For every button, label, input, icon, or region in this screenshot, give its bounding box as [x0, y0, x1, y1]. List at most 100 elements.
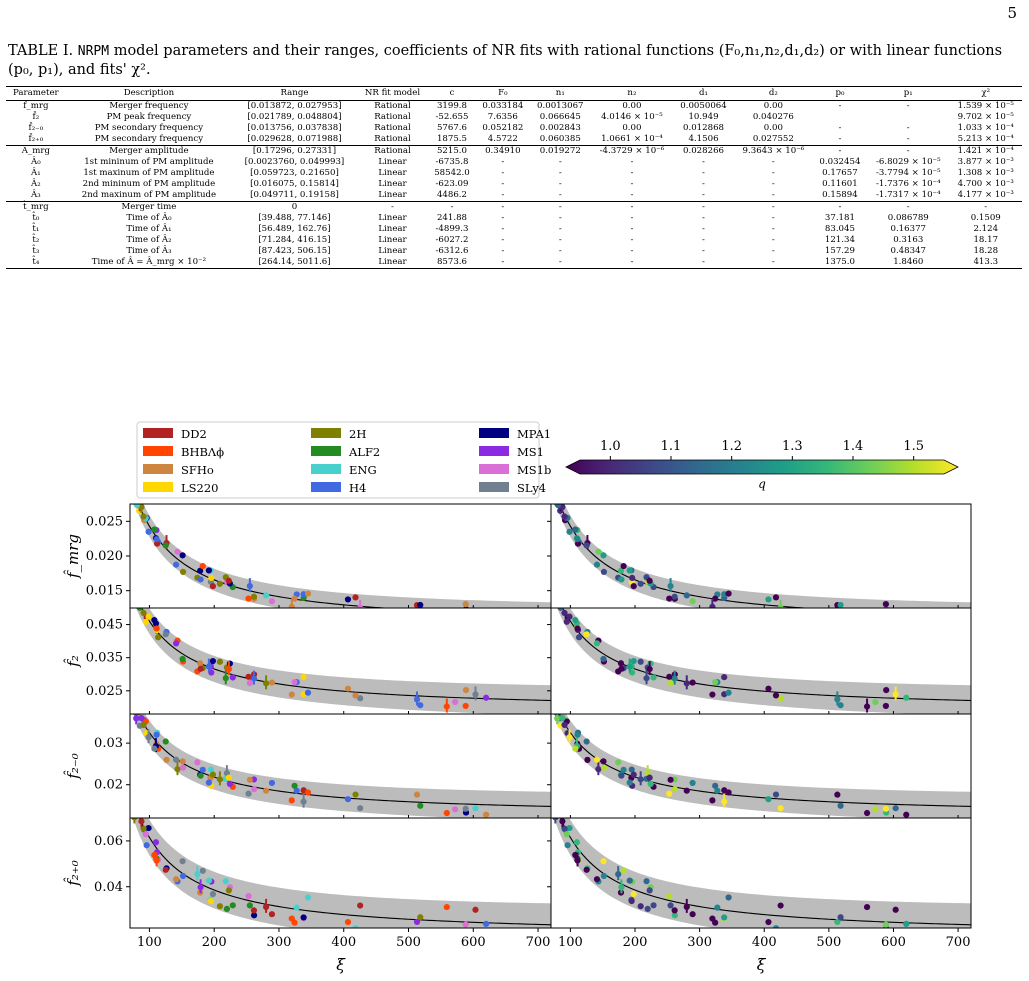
- table-cell: 0.0050064: [680, 101, 727, 111]
- data-point: [216, 658, 223, 665]
- data-point: [205, 663, 212, 670]
- data-point: [179, 858, 186, 865]
- table-cell: [0.049711, 0.19158]: [250, 190, 339, 200]
- column-header: F₀: [475, 86, 530, 101]
- data-point: [554, 793, 560, 799]
- data-point: [472, 805, 479, 812]
- table-cell: -: [501, 213, 505, 223]
- table-row: f̂₂ PM peak frequency [0.021789, 0.048804]…: [6, 112, 1022, 123]
- data-point: [162, 866, 169, 873]
- data-point: [600, 655, 607, 663]
- table-cell: 0.48347: [890, 246, 927, 256]
- table-cell: PM secondary frequency: [94, 123, 204, 133]
- panel-5: [557, 608, 971, 714]
- data-point: [714, 904, 721, 911]
- data-point: [593, 756, 601, 763]
- data-point: [683, 680, 690, 687]
- data-point: [566, 613, 573, 620]
- data-point: [618, 665, 625, 672]
- data-point: [583, 631, 590, 638]
- legend-label: 2H: [349, 427, 366, 441]
- table-cell: [39.488, 77.146]: [258, 213, 331, 223]
- data-point: [558, 807, 564, 813]
- data-point: [194, 871, 201, 878]
- data-point: [620, 766, 627, 773]
- data-point: [205, 877, 212, 884]
- data-point: [413, 791, 421, 798]
- data-point: [583, 866, 590, 873]
- data-point: [194, 759, 201, 766]
- parameters-table: Parameter Description Range NR fit model c F₀…: [6, 86, 1022, 269]
- table-cell: 5.213 × 10⁻⁴: [957, 134, 1014, 144]
- data-point: [666, 893, 673, 900]
- table-cell: 18.17: [973, 235, 999, 245]
- data-point: [600, 858, 607, 865]
- data-point: [209, 583, 217, 590]
- table-cell: t̂₁: [32, 224, 40, 234]
- data-point: [683, 903, 690, 910]
- data-point: [131, 584, 137, 590]
- data-point: [140, 609, 147, 617]
- table-cell: -6027.2: [435, 235, 469, 245]
- legend-swatch: [479, 464, 509, 474]
- data-point: [671, 786, 678, 793]
- colorbar-tick-label: 1.2: [721, 439, 742, 454]
- x-tick-label: 500: [396, 935, 421, 950]
- table-cell: 0.028266: [673, 145, 734, 157]
- data-point: [667, 902, 674, 909]
- table-cell: 1375.0: [812, 257, 868, 269]
- data-point: [472, 691, 479, 698]
- table-cell: -: [733, 201, 813, 213]
- data-point: [864, 616, 870, 622]
- table-cell: 0.027552: [752, 134, 794, 144]
- data-point: [765, 796, 772, 803]
- data-point: [600, 764, 608, 771]
- table-cell: Time of Â₀: [126, 213, 172, 223]
- data-point: [630, 657, 637, 665]
- table-row: t̂₂ Time of Â₂ [71.284, 416.15] Linear -6027…: [6, 235, 1022, 246]
- data-point: [443, 703, 450, 710]
- x-tick-label: 100: [137, 935, 162, 950]
- data-point: [162, 542, 169, 549]
- legend-label: SFHo: [181, 463, 214, 477]
- legend-swatch: [311, 482, 341, 492]
- table-cell: Rational: [374, 112, 411, 122]
- data-point: [725, 789, 732, 796]
- data-point: [225, 665, 232, 673]
- table-cell: 4.177 × 10⁻³: [957, 190, 1014, 200]
- panel-frame: [550, 503, 972, 609]
- table-cell: 0.11601: [822, 179, 858, 189]
- table-row: t̂₃ Time of Â₃ [87.423, 506.15] Linear -6312…: [6, 246, 1022, 257]
- data-point: [197, 576, 204, 583]
- table-cell: -: [501, 235, 505, 245]
- table-cell: [0.0023760, 0.049993]: [244, 157, 345, 167]
- table-cell: -: [475, 201, 530, 213]
- data-point: [563, 618, 570, 625]
- data-point: [834, 918, 841, 926]
- data-point: [637, 580, 644, 587]
- table-cell: -: [702, 179, 705, 189]
- table-cell: 1st maxinum of PM amplitude: [83, 168, 215, 178]
- y-tick-label: 0.025: [86, 514, 123, 529]
- data-point: [268, 679, 276, 686]
- data-point: [834, 696, 841, 703]
- table-cell: -3.7794 × 10⁻⁵: [875, 168, 941, 178]
- data-point: [226, 660, 233, 667]
- data-point: [250, 675, 258, 682]
- data-point: [689, 679, 696, 686]
- data-point: [291, 678, 298, 686]
- table-cell: [0.016075, 0.15814]: [250, 179, 339, 189]
- legend-label: BHBΛϕ: [181, 445, 224, 459]
- table-cell: -: [558, 224, 562, 234]
- table-cell: -: [630, 179, 634, 189]
- data-point: [452, 611, 458, 617]
- data-point: [573, 839, 580, 846]
- data-point: [650, 674, 657, 681]
- data-point: [197, 567, 204, 574]
- data-point: [136, 608, 143, 611]
- data-point: [472, 617, 478, 623]
- data-point: [593, 876, 601, 883]
- data-point: [172, 756, 180, 763]
- table-cell: -1.7376 × 10⁻⁴: [875, 179, 941, 189]
- table-cell: 1875.5: [436, 134, 468, 144]
